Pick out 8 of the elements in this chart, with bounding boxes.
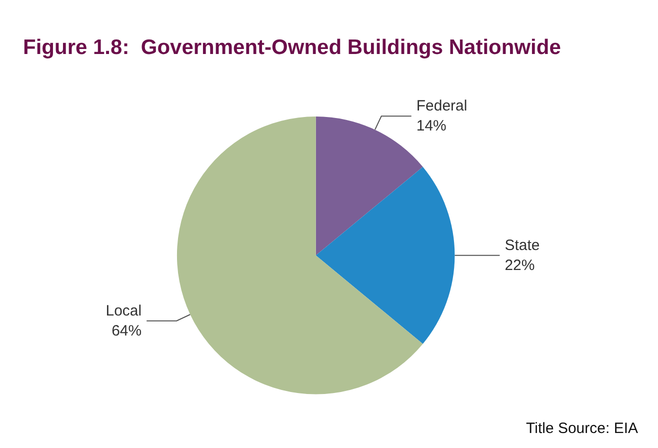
slice-label: Federal xyxy=(416,98,468,115)
slice-label: Local xyxy=(106,302,142,320)
data-label: 64% xyxy=(112,322,142,340)
slice-label: State xyxy=(504,236,540,254)
data-label: 14% xyxy=(416,118,446,135)
chart-title: Figure 1.8: Government-Owned Buildings Nationwide xyxy=(23,36,561,59)
data-label: 22% xyxy=(504,256,535,274)
text: Title Source: EIA xyxy=(526,420,638,437)
